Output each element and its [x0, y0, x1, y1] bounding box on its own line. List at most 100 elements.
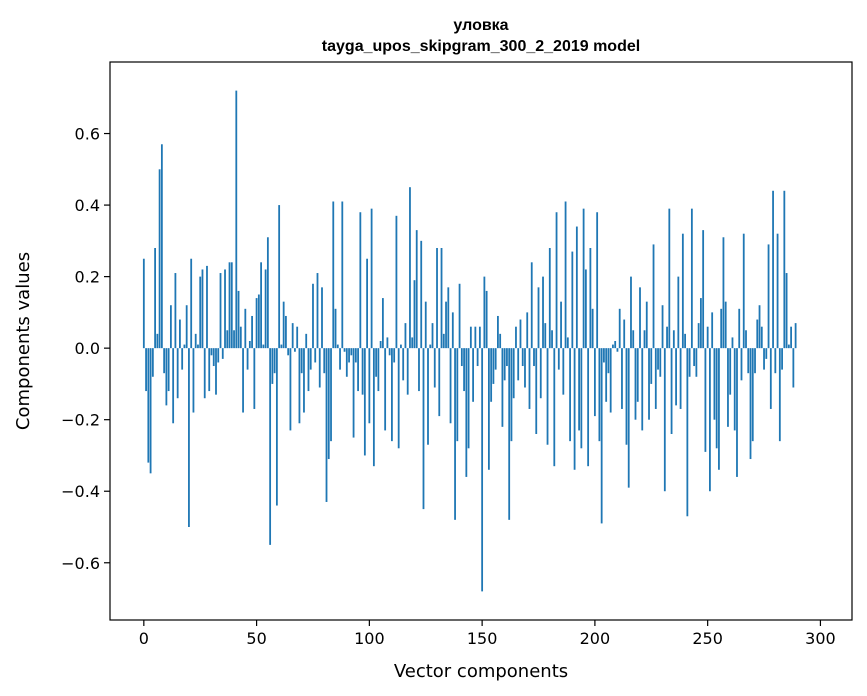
bar-270 [751, 348, 754, 442]
bar-232 [666, 326, 668, 349]
bar-27 [203, 348, 206, 399]
bar-196 [584, 269, 587, 349]
bar-100 [368, 348, 371, 424]
y-tick-label-1: −0.4 [61, 482, 100, 501]
bar-38 [228, 262, 231, 349]
bar-110 [391, 348, 393, 442]
bar-73 [307, 348, 310, 392]
bar-254 [715, 348, 718, 449]
bar-30 [210, 348, 213, 356]
bar-50 [255, 298, 258, 349]
bar-229 [659, 348, 662, 377]
bar-186 [562, 348, 565, 395]
bar-26 [201, 269, 204, 349]
bar-226 [652, 244, 655, 349]
bar-282 [778, 348, 781, 442]
bar-239 [681, 233, 684, 349]
bar-198 [589, 248, 592, 349]
bar-136 [449, 348, 452, 424]
bar-107 [384, 348, 387, 431]
bar-74 [309, 348, 312, 370]
bar-175 [537, 287, 540, 349]
bar-148 [476, 348, 479, 367]
bar-173 [533, 348, 535, 367]
bar-242 [688, 348, 691, 377]
bar-255 [718, 348, 720, 470]
bar-161 [506, 348, 508, 367]
bar-59 [275, 348, 278, 506]
bar-51 [257, 294, 260, 349]
bar-250 [706, 326, 709, 349]
bar-267 [745, 330, 747, 349]
chart-title-line-1: уловка [453, 17, 508, 34]
bar-215 [627, 348, 630, 488]
bar-54 [264, 269, 267, 349]
bar-84 [332, 201, 335, 349]
bar-139 [456, 348, 459, 442]
x-tick-label-2: 100 [354, 629, 385, 648]
bar-247 [699, 298, 702, 349]
bar-233 [668, 208, 671, 349]
bar-211 [618, 308, 621, 349]
bar-69 [298, 348, 301, 424]
bar-188 [566, 337, 569, 349]
bar-280 [774, 348, 777, 374]
bar-102 [372, 348, 375, 467]
bar-80 [323, 348, 326, 374]
bar-142 [463, 348, 465, 392]
bar-206 [607, 348, 610, 374]
bar-258 [724, 301, 727, 349]
bar-101 [370, 208, 373, 349]
bar-22 [192, 348, 195, 413]
x-ticks: 0 50 100 150 200 250 300 [139, 620, 836, 648]
bar-216 [630, 276, 632, 349]
bar-214 [625, 348, 628, 445]
bar-191 [573, 348, 576, 470]
bar-79 [321, 287, 323, 349]
bar-166 [517, 348, 520, 381]
bar-23 [194, 333, 197, 349]
bar-174 [535, 348, 538, 434]
bar-8 [160, 144, 163, 349]
bar-57 [271, 348, 274, 384]
bar-130 [436, 248, 438, 349]
bar-279 [772, 190, 774, 349]
bar-83 [330, 348, 332, 442]
bar-10 [165, 348, 168, 406]
bar-124 [422, 348, 425, 510]
bar-63 [285, 315, 287, 349]
bar-241 [686, 348, 689, 517]
bar-114 [400, 344, 402, 349]
bar-31 [212, 348, 215, 367]
bar-81 [325, 348, 328, 502]
bar-180 [548, 248, 551, 349]
x-tick-label-6: 300 [805, 629, 836, 648]
bar-213 [623, 319, 626, 349]
bar-92 [350, 348, 353, 356]
bar-141 [460, 348, 463, 367]
bar-37 [226, 330, 229, 349]
bar-185 [560, 301, 562, 349]
bar-168 [521, 348, 524, 367]
bar-144 [467, 348, 470, 449]
bar-11 [167, 348, 170, 392]
bar-156 [494, 348, 497, 370]
bar-104 [377, 348, 380, 392]
bar-71 [303, 348, 305, 413]
bar-230 [661, 305, 664, 349]
bar-70 [300, 348, 303, 374]
bar-94 [354, 348, 357, 363]
bar-150 [481, 348, 484, 592]
bar-40 [233, 330, 235, 349]
bar-244 [693, 348, 696, 367]
bar-154 [490, 348, 493, 402]
bar-29 [208, 348, 211, 392]
bar-220 [639, 287, 641, 349]
bar-134 [445, 301, 447, 349]
bar-184 [557, 348, 560, 370]
bar-288 [792, 348, 795, 388]
bar-274 [760, 326, 763, 349]
bar-205 [605, 348, 608, 402]
y-tick-label-6: 0.6 [75, 125, 100, 144]
bar-105 [379, 341, 382, 349]
